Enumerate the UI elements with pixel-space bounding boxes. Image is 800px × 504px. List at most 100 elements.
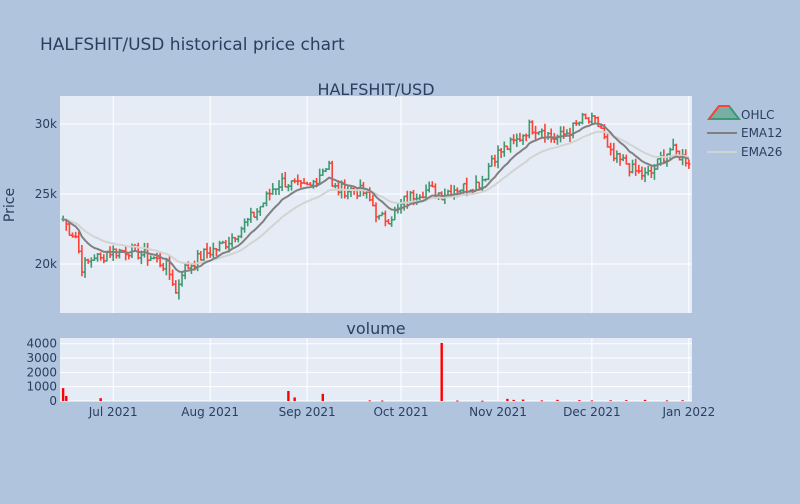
ohlc-bar <box>630 159 635 174</box>
ohlc-bar <box>483 178 488 182</box>
ohlc-bar <box>599 125 603 130</box>
price-y-tick-label: 25k <box>35 187 57 201</box>
ohlc-bar <box>627 163 632 177</box>
ohlc-bar <box>634 158 638 176</box>
ohlc-bar <box>637 164 641 174</box>
volume-y-tick-label: 1000 <box>26 380 57 394</box>
ohlc-bar <box>377 214 381 220</box>
ohlc-bar <box>208 246 212 258</box>
ohlc-bar <box>224 240 228 250</box>
x-axis-tick-labels: Jul 2021 Aug 2021 Sep 2021 Oct 2021 Nov 2021… <box>88 405 716 419</box>
ohlc-bar <box>346 186 350 200</box>
volume-bar <box>625 400 628 401</box>
ohlc-bar <box>246 217 250 227</box>
price-y-tick-label: 20k <box>35 257 57 271</box>
ohlc-bar <box>565 129 569 135</box>
ohlc-bar <box>580 112 585 125</box>
volume-bar <box>506 398 509 401</box>
ohlc-bar <box>142 242 147 258</box>
ohlc-bar <box>299 180 303 188</box>
volume-gridlines <box>60 338 692 402</box>
volume-bar <box>368 400 371 402</box>
ohlc-bar <box>390 216 394 227</box>
ohlc-bar <box>374 202 378 223</box>
ohlc-bar <box>74 231 78 239</box>
ohlc-bar <box>380 211 384 217</box>
ohlc-bar <box>271 183 275 195</box>
ohlc-bar <box>458 189 463 193</box>
ohlc-bar <box>496 145 500 169</box>
ohlc-bar <box>177 279 181 300</box>
volume-bar <box>99 398 102 401</box>
legend-item-ema26[interactable]: EMA26 <box>707 145 782 159</box>
ohlc-bar <box>574 120 578 127</box>
ohlc-bar <box>308 182 312 187</box>
price-y-tick-labels: 20k 25k 30k <box>35 117 57 271</box>
legend: OHLC EMA12 EMA26 <box>706 105 782 159</box>
ohlc-bar <box>493 154 497 167</box>
ohlc-bar <box>302 178 306 185</box>
ohlc-bar <box>612 142 616 162</box>
legend-item-ema12[interactable]: EMA12 <box>707 126 782 140</box>
ohlc-bar <box>95 253 100 262</box>
legend-label-ohlc: OHLC <box>741 108 775 122</box>
ohlc-bar <box>255 208 259 221</box>
volume-bar <box>578 400 581 401</box>
ohlc-bar <box>687 159 691 169</box>
ohlc-bar <box>233 236 237 243</box>
price-y-tick-label: 30k <box>35 117 57 131</box>
volume-series <box>61 343 684 402</box>
ohlc-bar <box>530 120 535 135</box>
ohlc-bar <box>487 162 491 181</box>
ohlc-bar <box>512 134 516 145</box>
ohlc-bar <box>89 257 93 268</box>
ohlc-bar <box>217 240 222 252</box>
legend-label-ema12: EMA12 <box>741 126 782 140</box>
ohlc-legend-icon-decreasing <box>708 105 729 120</box>
x-tick-label: Jan 2022 <box>661 405 715 419</box>
volume-plot-background <box>60 338 692 401</box>
ohlc-bar <box>214 247 219 257</box>
ohlc-bar <box>274 188 278 196</box>
ohlc-bar <box>280 173 284 192</box>
volume-bar <box>381 400 384 402</box>
ohlc-bar <box>99 252 103 261</box>
volume-bar <box>540 400 544 402</box>
ohlc-bar <box>261 202 265 208</box>
ohlc-bar <box>111 245 115 262</box>
ohlc-bar <box>427 181 431 193</box>
volume-bar <box>321 393 325 401</box>
ohlc-bar <box>646 165 650 176</box>
ohlc-bar <box>462 182 466 196</box>
ohlc-bar <box>386 218 391 225</box>
ohlc-bar <box>305 181 309 186</box>
ohlc-bar <box>283 171 287 188</box>
ohlc-bar <box>230 233 234 248</box>
ohlc-bar <box>236 235 240 243</box>
ohlc-bar <box>521 134 525 145</box>
ohlc-bar <box>621 154 625 162</box>
ohlc-bar <box>289 180 294 191</box>
ema12-line <box>62 122 690 274</box>
x-tick-label: Nov 2021 <box>469 405 527 419</box>
volume-bar <box>681 400 684 402</box>
ohlc-bar <box>80 244 84 277</box>
volume-y-tick-label: 4000 <box>26 337 57 351</box>
ohlc-bar <box>593 115 597 123</box>
ohlc-bar <box>584 113 588 120</box>
volume-bar <box>643 399 647 401</box>
ohlc-bar <box>324 168 328 173</box>
ohlc-bar <box>590 112 594 125</box>
ohlc-bar <box>239 226 244 239</box>
legend-item-ohlc[interactable]: OHLC <box>706 105 775 122</box>
ohlc-bar <box>127 253 131 260</box>
volume-bar <box>590 400 594 402</box>
ohlc-bar <box>189 263 194 274</box>
x-tick-label: Dec 2021 <box>563 405 621 419</box>
ohlc-bar <box>605 133 610 148</box>
ohlc-bar <box>640 166 644 180</box>
legend-label-ema26: EMA26 <box>741 145 782 159</box>
volume-bar <box>456 400 459 402</box>
price-gridlines <box>60 96 692 313</box>
